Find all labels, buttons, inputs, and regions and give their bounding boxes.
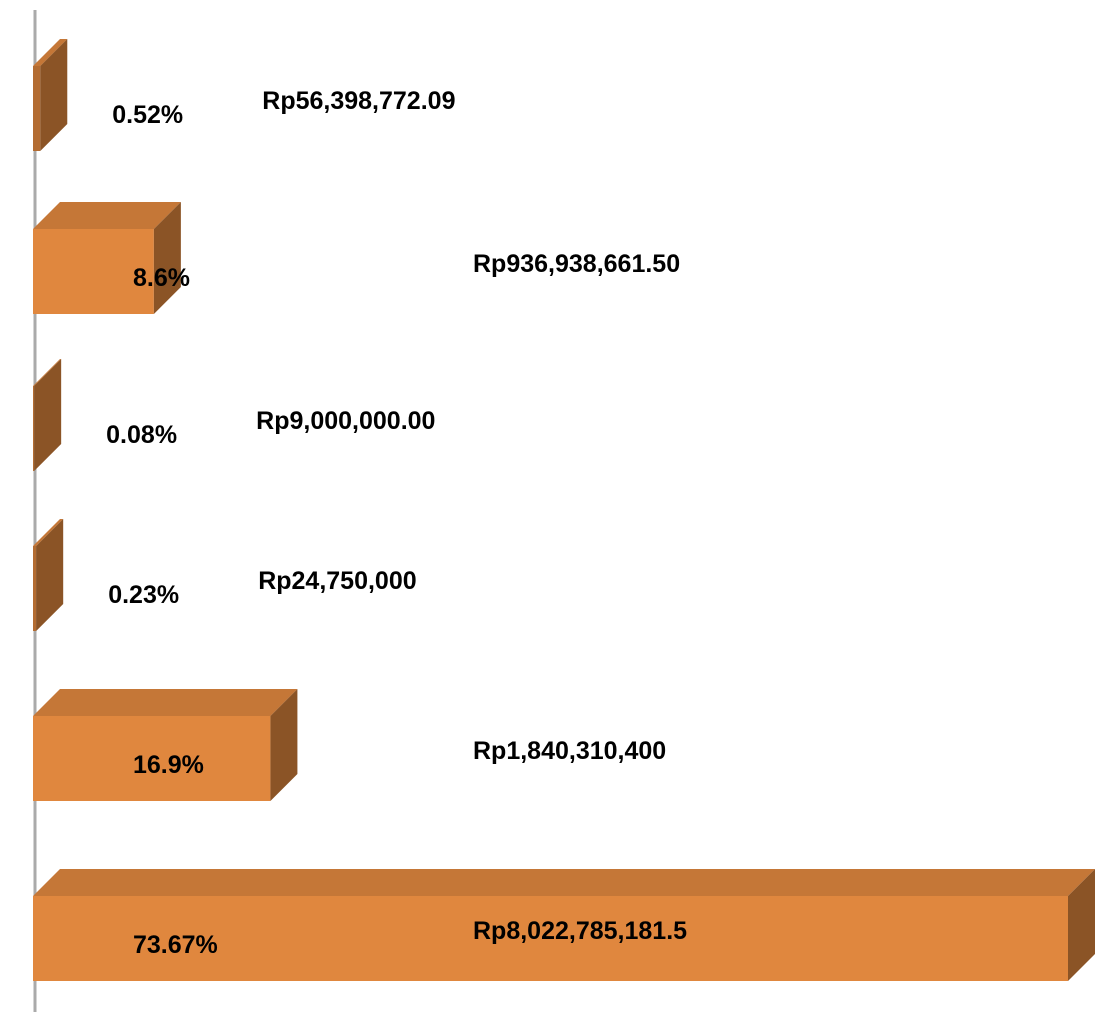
value-label: Rp9,000,000.00 (256, 407, 435, 435)
percent-label: 0.52% (112, 101, 183, 129)
bar-top (33, 689, 298, 716)
bar-top (33, 869, 1095, 896)
value-label: Rp936,938,661.50 (473, 250, 680, 278)
bar (33, 896, 1068, 981)
bar-side (36, 519, 64, 631)
bar (33, 546, 37, 631)
bar (33, 716, 271, 801)
value-label: Rp1,840,310,400 (473, 737, 666, 765)
percent-label: 16.9% (133, 751, 204, 779)
bar-side (34, 359, 62, 471)
bar-top (33, 39, 68, 66)
percent-label: 73.67% (133, 931, 218, 959)
bar-top (33, 202, 181, 229)
bar-side (40, 39, 68, 151)
value-label: Rp24,750,000 (258, 567, 416, 595)
bar (33, 66, 41, 151)
percent-label: 0.23% (108, 581, 179, 609)
percent-label: 0.08% (106, 421, 177, 449)
value-label: Rp56,398,772.09 (262, 87, 455, 115)
bar-side (1068, 869, 1095, 981)
bar-top (33, 359, 62, 386)
bar-side (270, 689, 298, 801)
bar-top (33, 519, 64, 546)
percent-label: 8.6% (133, 264, 190, 292)
bar (33, 229, 154, 314)
value-label: Rp8,022,785,181.5 (473, 917, 687, 945)
bar-side (153, 202, 181, 314)
bar (33, 386, 35, 471)
